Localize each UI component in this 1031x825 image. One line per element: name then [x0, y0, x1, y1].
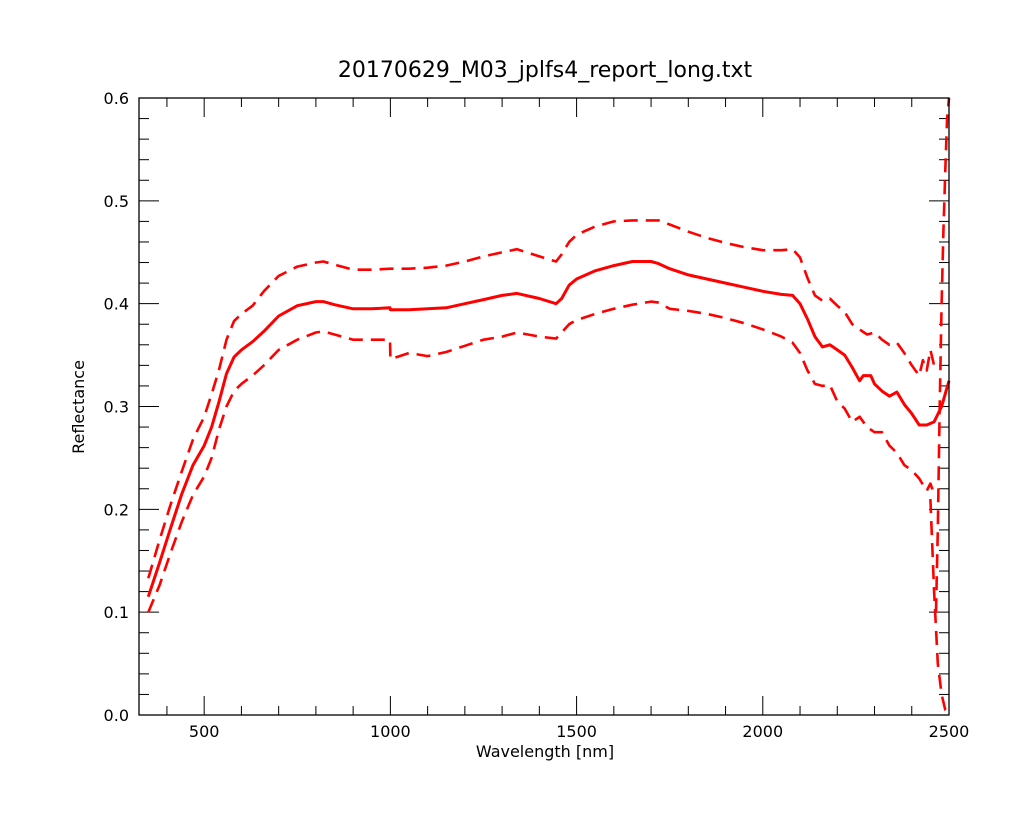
x-tick-label: 500 — [189, 722, 220, 741]
y-tick-label: 0.2 — [104, 500, 129, 519]
y-axis-label: Reflectance — [69, 360, 88, 454]
y-tick-label: 0.0 — [104, 706, 129, 725]
plot-frame — [138, 97, 950, 716]
y-tick-label: 0.6 — [104, 89, 129, 108]
x-tick-label: 2500 — [929, 722, 970, 741]
x-tick-label: 1000 — [370, 722, 411, 741]
y-tick-label: 0.5 — [104, 192, 129, 211]
x-tick-label: 1500 — [556, 722, 597, 741]
series-line-dashed-2 — [147, 300, 936, 613]
y-tick-label: 0.3 — [104, 398, 129, 417]
series-line-dashed-4 — [929, 499, 951, 716]
series-line-dashed-1 — [147, 219, 936, 579]
x-axis-label: Wavelength [nm] — [476, 742, 614, 761]
axis-ticks — [139, 97, 950, 716]
x-tick-label: 2000 — [742, 722, 783, 741]
series-line-solid-0 — [146, 260, 951, 598]
y-tick-label: 0.4 — [104, 295, 129, 314]
data-series — [146, 97, 951, 716]
tick-labels: 500 1000 1500 2000 2500 0.0 0.1 0.2 0.3 0.4 0.5 0.6 — [104, 89, 970, 741]
y-tick-label: 0.1 — [104, 603, 129, 622]
chart-title: 20170629_M03_jplfs4_report_long.txt — [338, 58, 753, 83]
series-line-dashed-3 — [934, 97, 951, 613]
